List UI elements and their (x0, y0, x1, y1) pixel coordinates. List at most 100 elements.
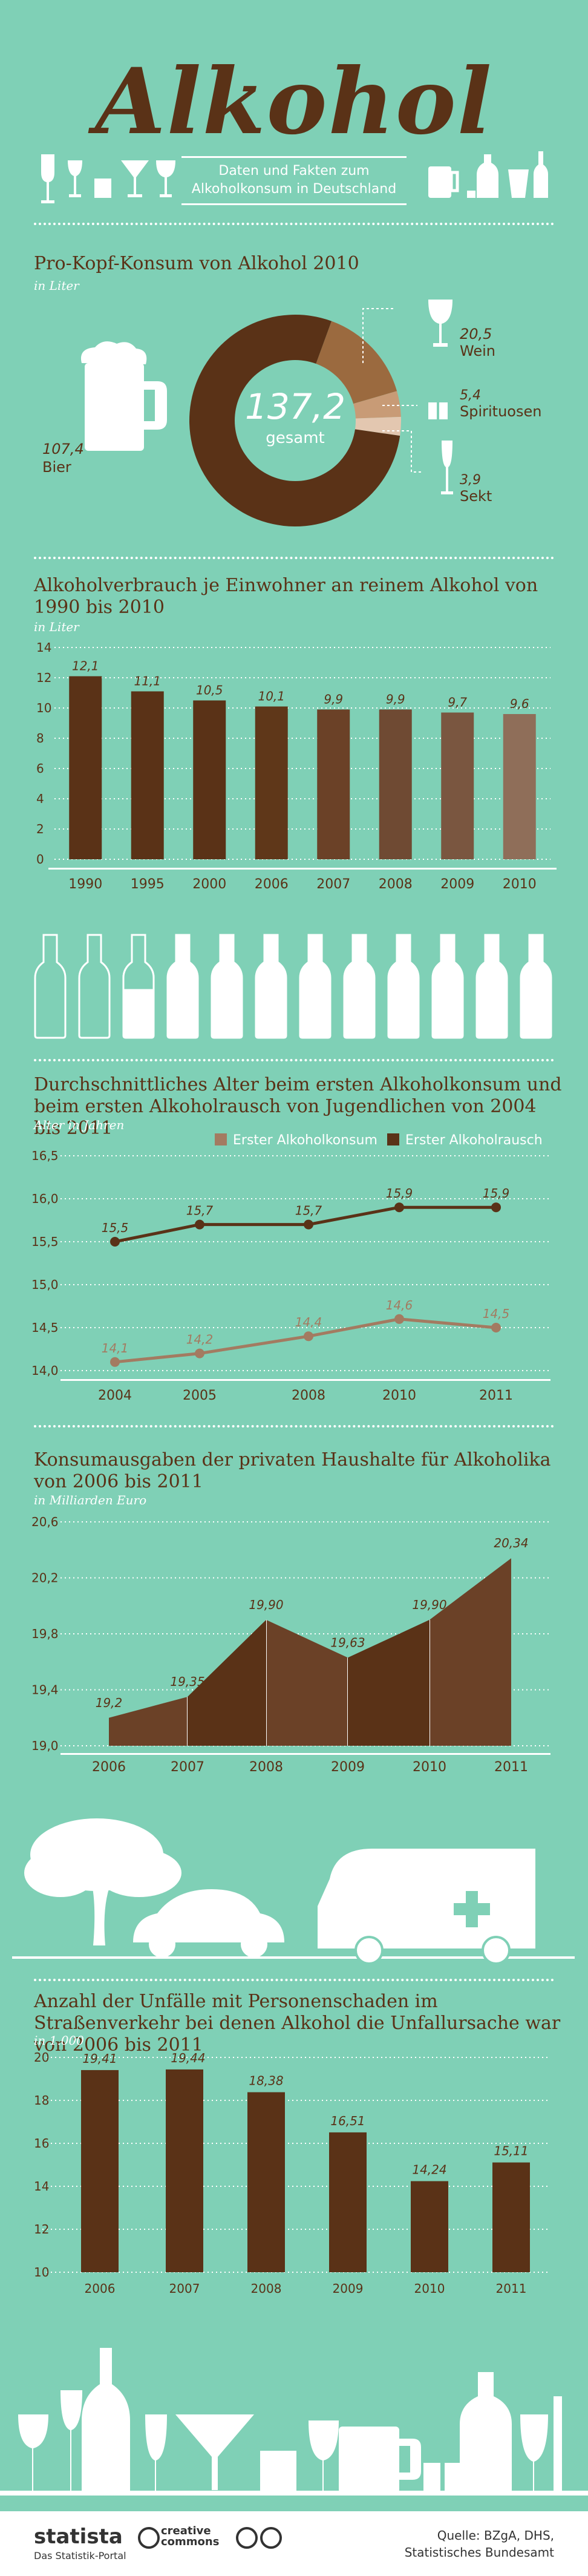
section1-title: Pro-Kopf-Konsum von Alkohol 2010 (34, 253, 359, 274)
bar-value-label: 15,11 (494, 2144, 528, 2158)
statista-sub: Das Statistik-Portal (34, 2550, 126, 2561)
source-line1: Quelle: BZgA, DHS, (437, 2528, 554, 2543)
line-point (195, 1219, 204, 1230)
bar-2008 (247, 2092, 285, 2272)
x-tick-label: 2006 (92, 1760, 126, 1775)
area-value-label: 19,2 (96, 1696, 123, 1710)
bar-value-label: 16,51 (330, 2114, 365, 2128)
section3-title: Durchschnittliches Alter beim ersten Alk… (34, 1074, 562, 1139)
sekt-glass-icon (441, 441, 453, 494)
pie-chart: 107,4 Bier 137,2 gesamt 20,5 Wein 5,4 Sp… (42, 300, 541, 526)
axis-underline (48, 868, 557, 870)
pie-label-wein-value: 20,5 (460, 326, 492, 342)
legend-swatch-rausch (387, 1133, 399, 1145)
bar-1995 (131, 691, 164, 859)
bottle-icon (431, 934, 464, 1039)
x-tick-label: 2000 (192, 877, 226, 892)
cc-label[interactable]: creative commons (161, 2525, 220, 2548)
pie-label-sekt-name: Sekt (460, 488, 492, 505)
line-value-label: 15,7 (295, 1204, 322, 1218)
shot-glass-icon (428, 402, 448, 419)
x-tick-label: 2008 (251, 2281, 282, 2296)
x-tick-label: 2006 (255, 877, 289, 892)
y-tick-label: 10 (36, 701, 51, 715)
x-tick-label: 2008 (249, 1760, 283, 1775)
x-tick-label: 2004 (98, 1388, 132, 1403)
beer-mug-icon (80, 341, 167, 451)
line-value-label: 14,4 (295, 1315, 322, 1329)
y-tick-label: 2 (36, 822, 44, 836)
area-value-label: 19,35 (170, 1674, 204, 1689)
bottom-glasses-illustration (0, 2348, 588, 2496)
cc-icon (138, 2527, 160, 2549)
y-tick-label: 20 (34, 2050, 49, 2065)
x-tick-label: 2009 (440, 877, 474, 892)
area-value-label: 20,34 (494, 1536, 528, 1550)
line-point (491, 1202, 501, 1213)
bottle-icon (387, 934, 420, 1039)
y-tick-label: 8 (36, 731, 44, 746)
bar-value-label: 14,24 (412, 2162, 446, 2177)
pie-total: 137,2 (245, 386, 345, 427)
y-tick-label: 16,0 (31, 1191, 59, 1206)
header-subtitle: Daten und Fakten zum Alkoholkonsum in De… (181, 162, 407, 198)
bar-1990 (69, 676, 102, 859)
x-tick-label: 2011 (494, 1760, 528, 1775)
bar-value-label: 9,7 (448, 695, 467, 710)
bar-2006 (255, 706, 288, 859)
subtitle-line2: Alkoholkonsum in Deutschland (191, 182, 397, 197)
pie-label-spirituosen-value: 5,4 (460, 388, 481, 403)
legend-label-konsum: Erster Alkoholkonsum (233, 1133, 377, 1148)
bar-2011 (492, 2162, 530, 2272)
line-point (394, 1202, 404, 1213)
source-line2: Statistisches Bundesamt (404, 2545, 554, 2560)
bar-chart-accidents: 10 12 14 16 18 20 19,41 2006 19,44 2007 18,38 2008 1… (34, 2050, 550, 2296)
bar-value-label: 9,9 (324, 692, 343, 707)
axis-underline (60, 1379, 550, 1381)
bar-value-label: 9,9 (386, 692, 405, 707)
y-tick-label: 15,5 (31, 1234, 59, 1249)
y-tick-label: 14,5 (31, 1320, 59, 1335)
bottles-icon-group (428, 151, 548, 198)
x-tick-label: 2010 (503, 877, 537, 892)
area-segment (188, 1619, 266, 1746)
subtitle-line1: Daten und Fakten zum (218, 163, 370, 179)
y-tick-label: 14 (34, 2179, 49, 2194)
bar-2007 (166, 2069, 203, 2272)
line-value-label: 15,5 (102, 1221, 129, 1235)
section2-title: Alkoholverbrauch je Einwohner an reinem … (34, 575, 538, 618)
bar-value-label: 19,44 (171, 2051, 205, 2065)
section4-unit: in Milliarden Euro (34, 1493, 147, 1507)
y-tick-label: 19,8 (31, 1627, 59, 1641)
pie-label-bier-value: 107,4 (42, 441, 84, 457)
x-tick-label: 2011 (479, 1388, 513, 1403)
y-tick-label: 16 (34, 2136, 49, 2151)
y-tick-label: 19,4 (31, 1683, 59, 1697)
cc-by-icon (236, 2527, 258, 2549)
y-tick-label: 10 (34, 2265, 49, 2279)
y-tick-label: 19,0 (31, 1739, 59, 1753)
x-tick-label: 2010 (414, 2281, 445, 2296)
y-tick-label: 6 (36, 761, 44, 776)
line-value-label: 14,5 (483, 1306, 510, 1321)
x-tick-label: 1995 (131, 877, 165, 892)
area-fill (109, 1558, 511, 1746)
bar-value-label: 12,1 (72, 659, 99, 673)
bottle-icon (520, 934, 552, 1039)
x-tick-label: 2005 (183, 1388, 217, 1403)
bottle-icon (211, 934, 243, 1039)
x-tick-label: 2010 (413, 1760, 446, 1775)
statista-logo[interactable]: statista (34, 2525, 123, 2549)
bar-2007 (317, 709, 350, 859)
bar-value-label: 10,1 (258, 689, 285, 704)
y-tick-label: 12 (36, 670, 51, 685)
x-tick-label: 2006 (85, 2281, 116, 2296)
bar-chart-consumption: 0 2 4 6 8 10 12 14 12,1 1990 11,1 1995 10,5 2000 10,1 2… (36, 640, 557, 892)
y-tick-label: 14 (36, 640, 51, 655)
x-tick-label: 2010 (382, 1388, 416, 1403)
area-value-label: 19,90 (412, 1598, 446, 1612)
bottle-icon (255, 934, 287, 1039)
ambulance-icon (318, 1849, 535, 1965)
x-tick-label: 2009 (331, 1760, 365, 1775)
line-point (195, 1348, 204, 1358)
